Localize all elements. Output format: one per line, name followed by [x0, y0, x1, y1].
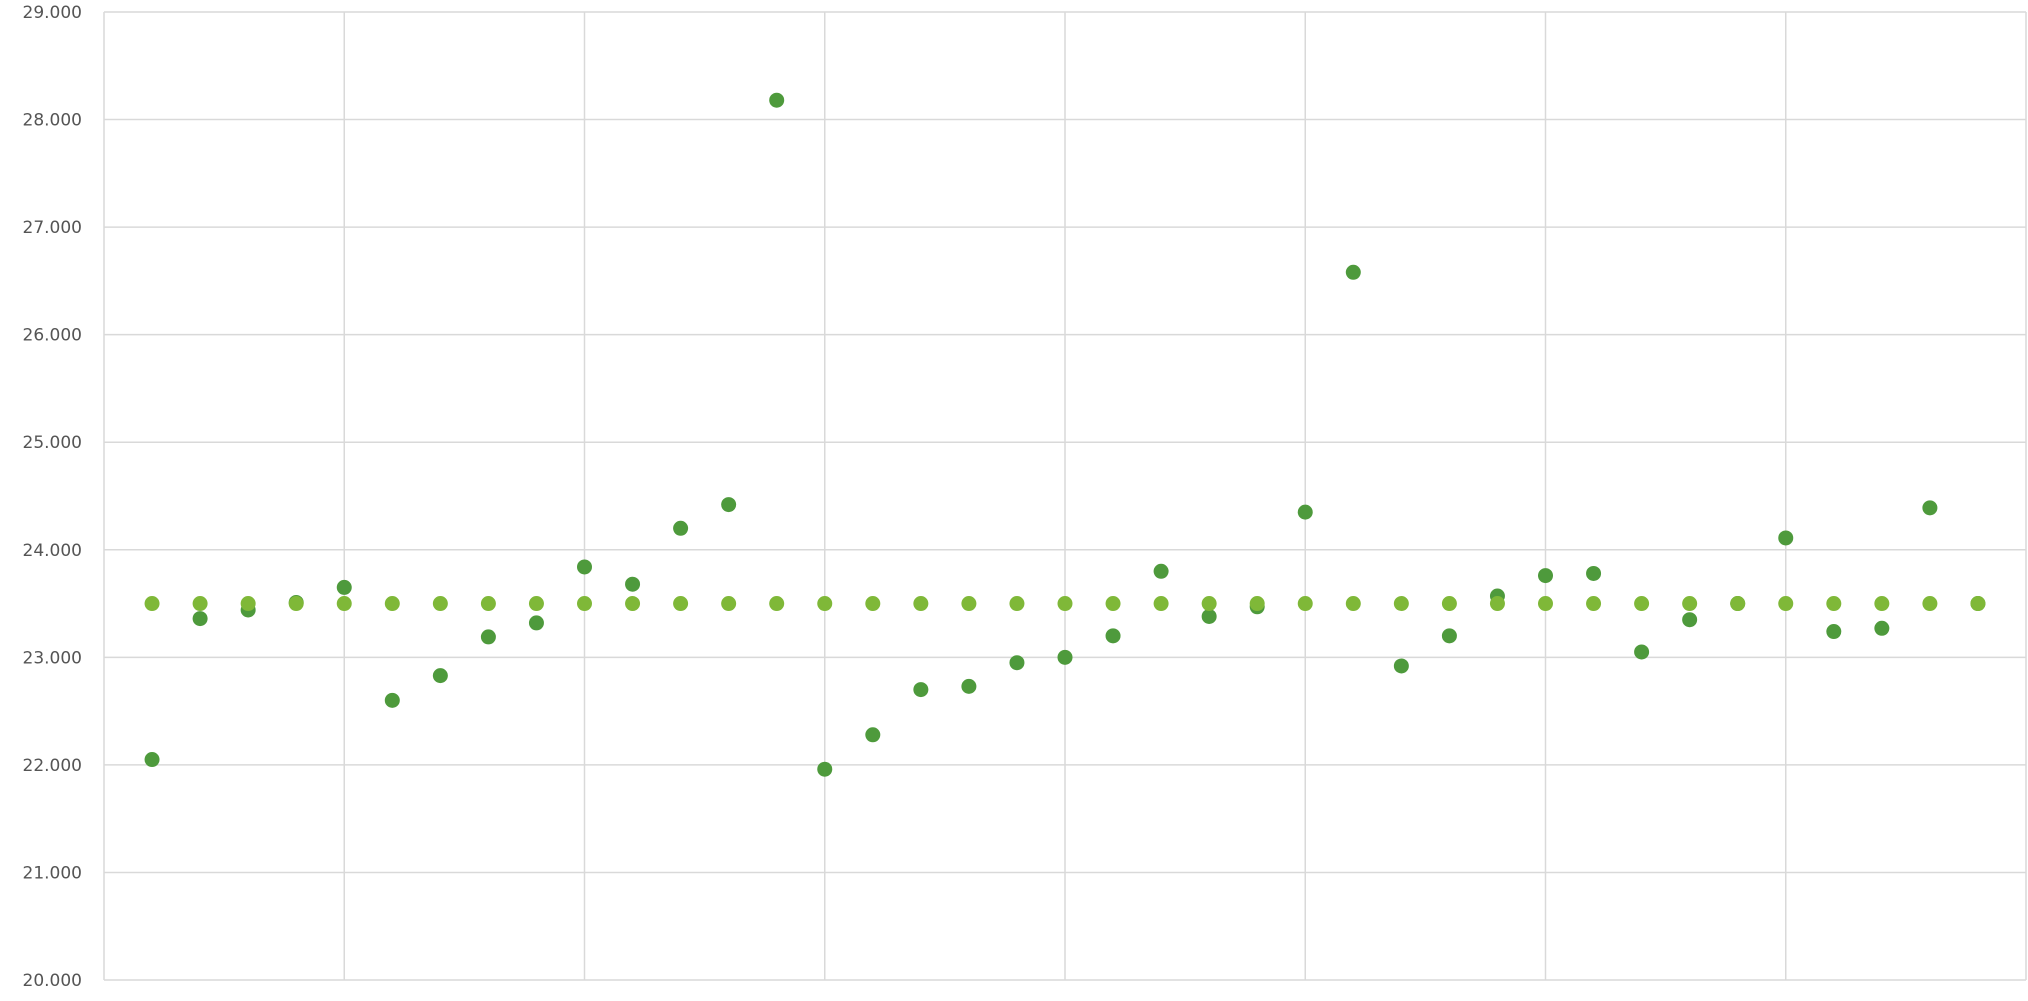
data-point	[432, 596, 448, 612]
data-point	[192, 611, 208, 627]
data-point	[769, 596, 785, 612]
data-point	[192, 596, 208, 612]
data-point	[1009, 655, 1025, 671]
data-point	[721, 497, 737, 513]
data-point	[1393, 596, 1409, 612]
data-point	[913, 682, 929, 698]
data-point	[1634, 644, 1650, 660]
data-point	[1057, 596, 1073, 612]
y-tick-label: 25.000	[23, 433, 82, 453]
data-point	[1586, 596, 1602, 612]
data-point	[673, 596, 689, 612]
data-point	[480, 596, 496, 612]
data-point	[336, 579, 352, 595]
data-point	[1874, 596, 1890, 612]
data-point	[336, 596, 352, 612]
data-point	[432, 668, 448, 684]
data-point	[1345, 264, 1361, 280]
data-point	[625, 596, 641, 612]
data-point	[577, 596, 592, 612]
data-point	[1538, 568, 1553, 584]
data-point	[865, 727, 881, 743]
y-tick-label: 28.000	[23, 111, 82, 131]
data-point	[1153, 563, 1169, 579]
data-point	[1345, 596, 1361, 612]
data-point	[1634, 596, 1650, 612]
data-point	[721, 596, 737, 612]
data-point	[817, 596, 833, 612]
data-point	[1441, 628, 1457, 644]
data-point	[769, 92, 785, 108]
data-points	[144, 92, 1986, 777]
data-point	[1922, 596, 1938, 612]
data-point	[480, 629, 496, 645]
data-point	[1922, 500, 1938, 516]
data-point	[1778, 530, 1794, 546]
y-tick-label: 22.000	[23, 756, 82, 776]
data-point	[1201, 608, 1217, 624]
data-point	[1057, 649, 1073, 665]
y-tick-label: 26.000	[23, 326, 82, 346]
data-point	[1730, 596, 1746, 612]
data-point	[1297, 504, 1313, 520]
data-point	[1009, 596, 1025, 612]
data-point	[144, 752, 160, 768]
y-axis-tick-labels: 20.000 21.000 22.000 23.000 24.000 25.000 26.0…	[23, 3, 82, 991]
data-point	[1201, 596, 1217, 612]
data-point	[528, 615, 544, 631]
data-point	[625, 576, 641, 592]
data-point	[240, 596, 256, 612]
y-tick-label: 24.000	[23, 541, 82, 561]
y-tick-label: 21.000	[23, 863, 82, 883]
data-point	[1441, 596, 1457, 612]
data-point	[1153, 596, 1169, 612]
data-point	[1105, 628, 1121, 644]
data-point	[865, 596, 881, 612]
y-tick-label: 27.000	[23, 218, 82, 238]
data-point	[1489, 596, 1505, 612]
data-point	[673, 520, 689, 536]
data-point	[913, 596, 929, 612]
data-point	[1826, 624, 1842, 640]
data-point	[1682, 612, 1698, 628]
grid-lines	[103, 11, 2027, 981]
data-point	[384, 596, 400, 612]
data-point	[384, 692, 400, 708]
data-point	[144, 596, 160, 612]
data-point	[817, 761, 833, 777]
data-point	[1970, 596, 1986, 612]
data-point	[1874, 620, 1890, 636]
data-point	[1393, 658, 1409, 674]
data-point	[1249, 596, 1265, 612]
data-point	[1105, 596, 1121, 612]
y-tick-label: 20.000	[23, 971, 82, 991]
data-point	[1538, 596, 1553, 612]
data-point	[1586, 565, 1602, 581]
data-point	[577, 559, 592, 575]
data-point	[528, 596, 544, 612]
y-tick-label: 23.000	[23, 648, 82, 668]
data-point	[961, 596, 977, 612]
data-point	[1826, 596, 1842, 612]
data-point	[1682, 596, 1698, 612]
data-point	[288, 596, 304, 612]
data-point	[961, 678, 977, 694]
data-point	[1778, 596, 1794, 612]
data-point	[1297, 596, 1313, 612]
y-tick-label: 29.000	[23, 3, 82, 23]
